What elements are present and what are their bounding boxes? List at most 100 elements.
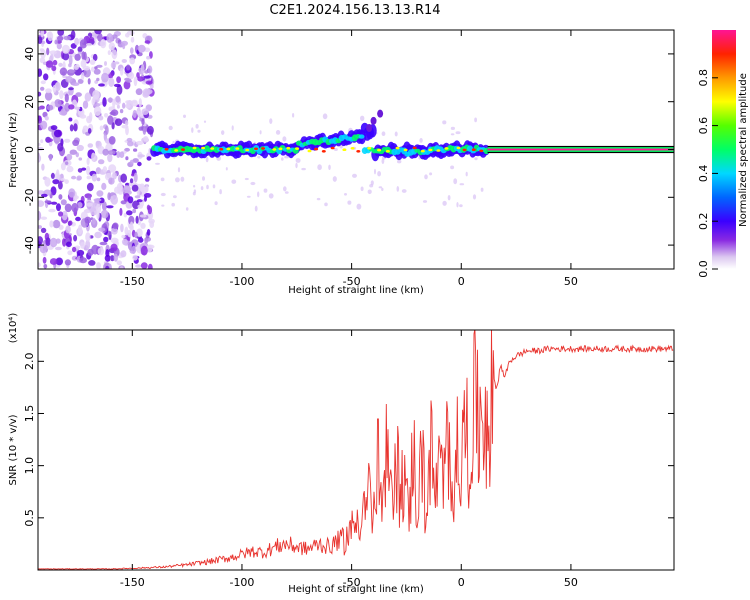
noise-speck <box>50 172 55 179</box>
noise-speck <box>49 220 54 228</box>
noise-speck <box>52 84 57 93</box>
noise-speck <box>94 231 102 239</box>
noise-speck <box>472 194 477 200</box>
noise-speck <box>40 216 48 220</box>
noise-speck <box>139 214 147 218</box>
noise-speck <box>79 257 87 264</box>
band-blob <box>366 123 373 132</box>
noise-speck <box>111 122 115 130</box>
noise-speck <box>92 53 98 62</box>
noise-speck <box>38 200 45 207</box>
y-tick-label: 1.5 <box>23 405 36 423</box>
noise-speck <box>332 176 337 182</box>
band-peak <box>201 146 206 150</box>
noise-speck <box>442 120 447 125</box>
noise-speck <box>185 207 189 211</box>
noise-speck <box>75 92 82 97</box>
noise-speck <box>122 43 126 50</box>
noise-speck <box>171 202 175 207</box>
noise-speck <box>97 32 103 42</box>
noise-speck <box>98 227 106 232</box>
noise-speck <box>263 188 268 193</box>
noise-speck <box>191 127 194 133</box>
noise-speck <box>394 131 398 137</box>
noise-speck <box>107 153 113 163</box>
noise-speck <box>149 84 154 89</box>
noise-speck <box>86 182 94 192</box>
noise-speck <box>116 84 123 95</box>
noise-speck <box>68 55 73 66</box>
noise-speck <box>61 210 68 221</box>
noise-speck <box>397 159 402 164</box>
noise-speck <box>138 98 142 108</box>
noise-speck <box>72 139 80 146</box>
noise-speck <box>77 46 83 53</box>
noise-speck <box>58 62 63 67</box>
noise-speck <box>125 156 129 161</box>
colorbar-tick-label: 0.0 <box>697 260 710 278</box>
noise-speck <box>50 201 58 205</box>
colorbar-label: Normalized spectral amplitude <box>738 73 749 227</box>
noise-speck <box>85 240 91 250</box>
noise-speck <box>44 91 53 101</box>
noise-speck <box>144 40 151 44</box>
noise-speck <box>131 101 139 107</box>
noise-speck <box>113 83 121 88</box>
noise-speck <box>71 82 80 86</box>
noise-speck <box>38 147 44 151</box>
noise-speck <box>41 163 45 171</box>
noise-speck <box>52 59 58 66</box>
noise-speck <box>123 212 128 218</box>
noise-speck <box>43 264 48 269</box>
noise-speck <box>125 33 130 38</box>
noise-speck <box>295 158 301 163</box>
noise-speck <box>64 93 69 103</box>
noise-speck <box>91 173 98 182</box>
noise-speck <box>56 203 61 212</box>
noise-speck <box>65 225 71 234</box>
noise-speck <box>58 181 63 190</box>
noise-speck <box>87 78 91 85</box>
noise-speck <box>91 244 99 255</box>
noise-speck <box>38 262 41 268</box>
noise-speck <box>316 197 321 201</box>
band-peak <box>471 148 476 151</box>
noise-speck <box>129 159 134 165</box>
noise-speck <box>401 189 407 193</box>
noise-speck <box>48 208 56 213</box>
noise-speck <box>125 103 131 109</box>
noise-speck <box>121 124 129 129</box>
noise-speck <box>137 44 146 53</box>
noise-speck <box>374 168 376 175</box>
noise-speck <box>257 155 261 159</box>
noise-speck <box>219 189 222 195</box>
noise-speck <box>92 89 100 100</box>
noise-speck <box>47 138 53 143</box>
band-peak <box>314 147 319 151</box>
noise-speck <box>127 196 134 204</box>
noise-speck <box>134 195 141 199</box>
noise-speck <box>46 104 54 111</box>
snr-series-line <box>38 330 674 570</box>
noise-speck <box>108 164 117 173</box>
spectrogram-x-axis-label: Height of straight line (km) <box>288 285 424 296</box>
noise-speck <box>281 157 284 161</box>
noise-speck <box>49 258 58 265</box>
noise-speck <box>419 138 423 143</box>
noise-speck <box>65 161 69 165</box>
noise-speck <box>98 159 105 165</box>
snr-y-axis-label: SNR (10 * v/v) <box>8 414 19 485</box>
noise-speck <box>62 52 70 61</box>
noise-speck <box>38 91 42 97</box>
noise-speck <box>172 140 175 144</box>
noise-speck <box>328 164 331 170</box>
noise-speck <box>119 266 124 269</box>
noise-speck <box>136 228 143 237</box>
noise-speck <box>119 67 124 76</box>
noise-speck <box>67 250 73 256</box>
noise-speck <box>137 237 144 243</box>
noise-speck <box>114 118 123 126</box>
noise-speck <box>146 125 154 135</box>
noise-speck <box>100 209 109 219</box>
noise-speck <box>39 48 45 52</box>
